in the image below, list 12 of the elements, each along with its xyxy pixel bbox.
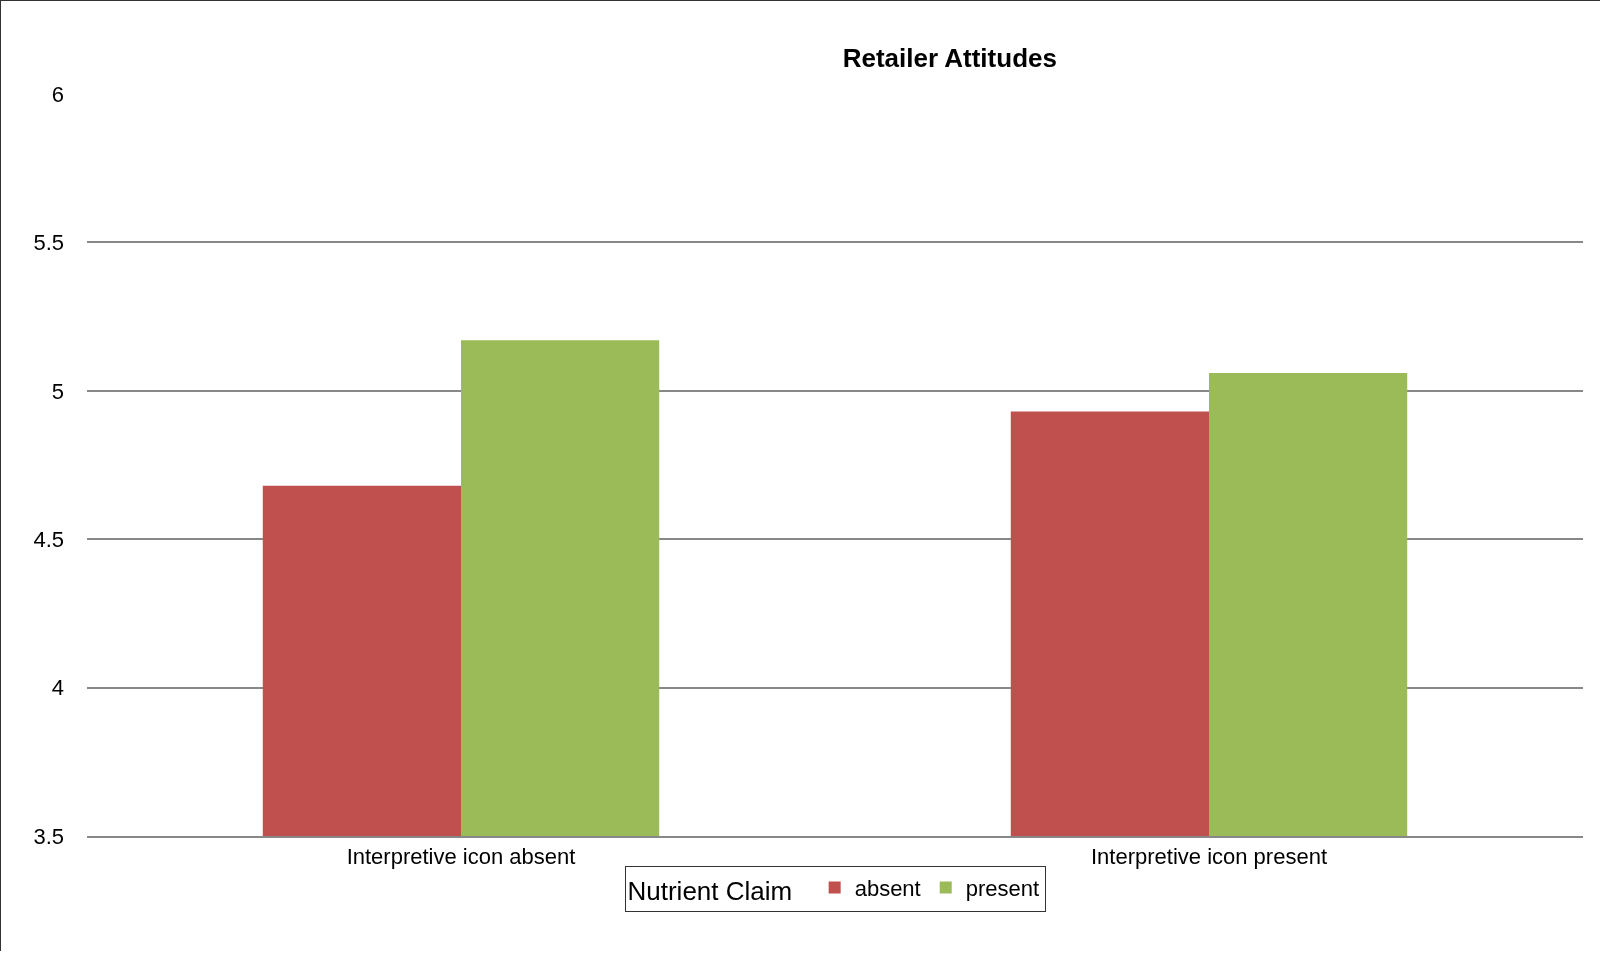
x-tick-label: Interpretive icon present <box>1090 844 1328 870</box>
legend-label: present <box>965 876 1040 902</box>
y-tick-label: 5.5 <box>33 230 64 256</box>
chart-title: Retailer Attitudes <box>842 43 1057 74</box>
y-tick-label: 5 <box>51 378 64 404</box>
legend-label: absent <box>854 876 921 902</box>
y-tick-label: 4.5 <box>33 526 64 552</box>
y-tick-label: 6 <box>51 81 64 107</box>
x-tick-label: Interpretive icon absent <box>346 844 576 870</box>
legend-title: Nutrient Claim <box>627 876 807 907</box>
y-tick-label: 4 <box>51 675 64 701</box>
y-tick-label: 3.5 <box>33 823 64 849</box>
